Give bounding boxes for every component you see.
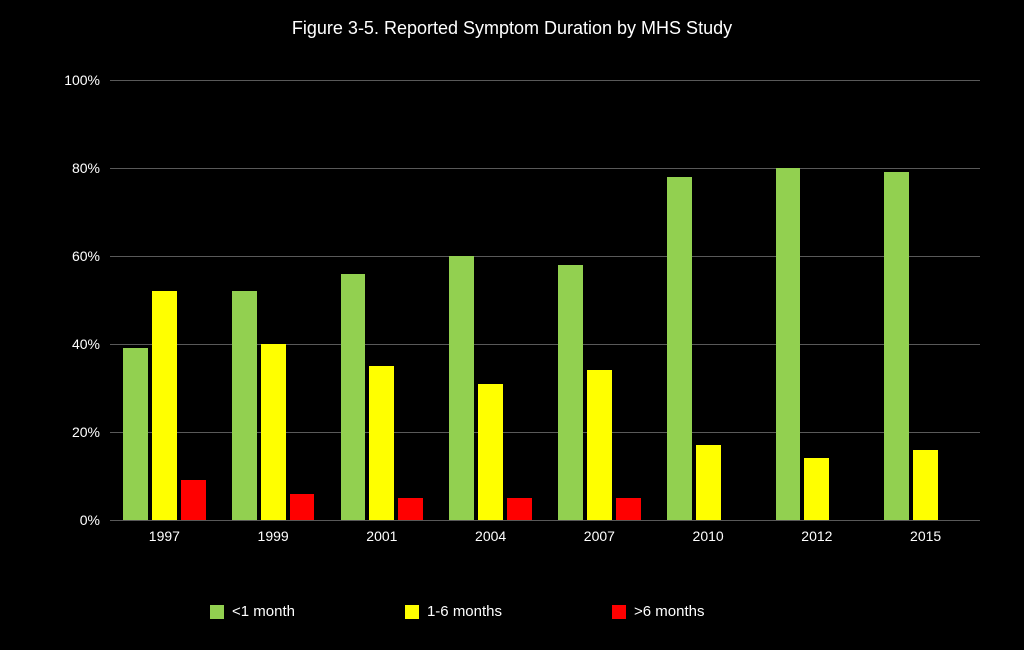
legend: <1 month 1-6 months >6 months — [210, 603, 704, 620]
bar-lt1 — [667, 177, 692, 520]
legend-swatch — [612, 605, 626, 619]
x-axis-label: 2015 — [910, 528, 941, 544]
y-axis-label: 80% — [72, 160, 100, 176]
legend-item-m1_6: 1-6 months — [405, 603, 502, 620]
bar-lt1 — [449, 256, 474, 520]
bar-lt1 — [232, 291, 257, 520]
legend-label: >6 months — [634, 603, 704, 620]
bar-gt6 — [398, 498, 423, 520]
y-axis-label: 40% — [72, 336, 100, 352]
bar-m1_6 — [261, 344, 286, 520]
legend-swatch — [405, 605, 419, 619]
bar-lt1 — [123, 348, 148, 520]
x-axis-label: 2010 — [693, 528, 724, 544]
symptom-duration-chart: Figure 3-5. Reported Symptom Duration by… — [0, 0, 1024, 650]
bar-gt6 — [616, 498, 641, 520]
bar-m1_6 — [152, 291, 177, 520]
bar-m1_6 — [804, 458, 829, 520]
gridline — [110, 80, 980, 81]
y-axis-label: 20% — [72, 424, 100, 440]
gridline — [110, 256, 980, 257]
chart-title: Figure 3-5. Reported Symptom Duration by… — [0, 18, 1024, 39]
legend-label: <1 month — [232, 603, 295, 620]
bar-m1_6 — [587, 370, 612, 520]
legend-item-gt6: >6 months — [612, 603, 704, 620]
plot-area: 0%20%40%60%80%100%1997199920012004200720… — [110, 80, 980, 520]
x-axis-label: 2001 — [366, 528, 397, 544]
bar-m1_6 — [696, 445, 721, 520]
y-axis-label: 0% — [80, 512, 100, 528]
legend-swatch — [210, 605, 224, 619]
y-axis-label: 60% — [72, 248, 100, 264]
x-axis-label: 2004 — [475, 528, 506, 544]
x-axis-label: 1997 — [149, 528, 180, 544]
bar-m1_6 — [369, 366, 394, 520]
legend-item-lt1: <1 month — [210, 603, 295, 620]
legend-label: 1-6 months — [427, 603, 502, 620]
x-axis-label: 1999 — [258, 528, 289, 544]
bar-m1_6 — [913, 450, 938, 520]
bar-lt1 — [776, 168, 801, 520]
bar-lt1 — [884, 172, 909, 520]
bar-gt6 — [507, 498, 532, 520]
bar-gt6 — [290, 494, 315, 520]
gridline — [110, 520, 980, 521]
bar-gt6 — [181, 480, 206, 520]
gridline — [110, 168, 980, 169]
x-axis-label: 2007 — [584, 528, 615, 544]
bar-m1_6 — [478, 384, 503, 520]
x-axis-label: 2012 — [801, 528, 832, 544]
y-axis-label: 100% — [64, 72, 100, 88]
bar-lt1 — [341, 274, 366, 520]
bar-lt1 — [558, 265, 583, 520]
